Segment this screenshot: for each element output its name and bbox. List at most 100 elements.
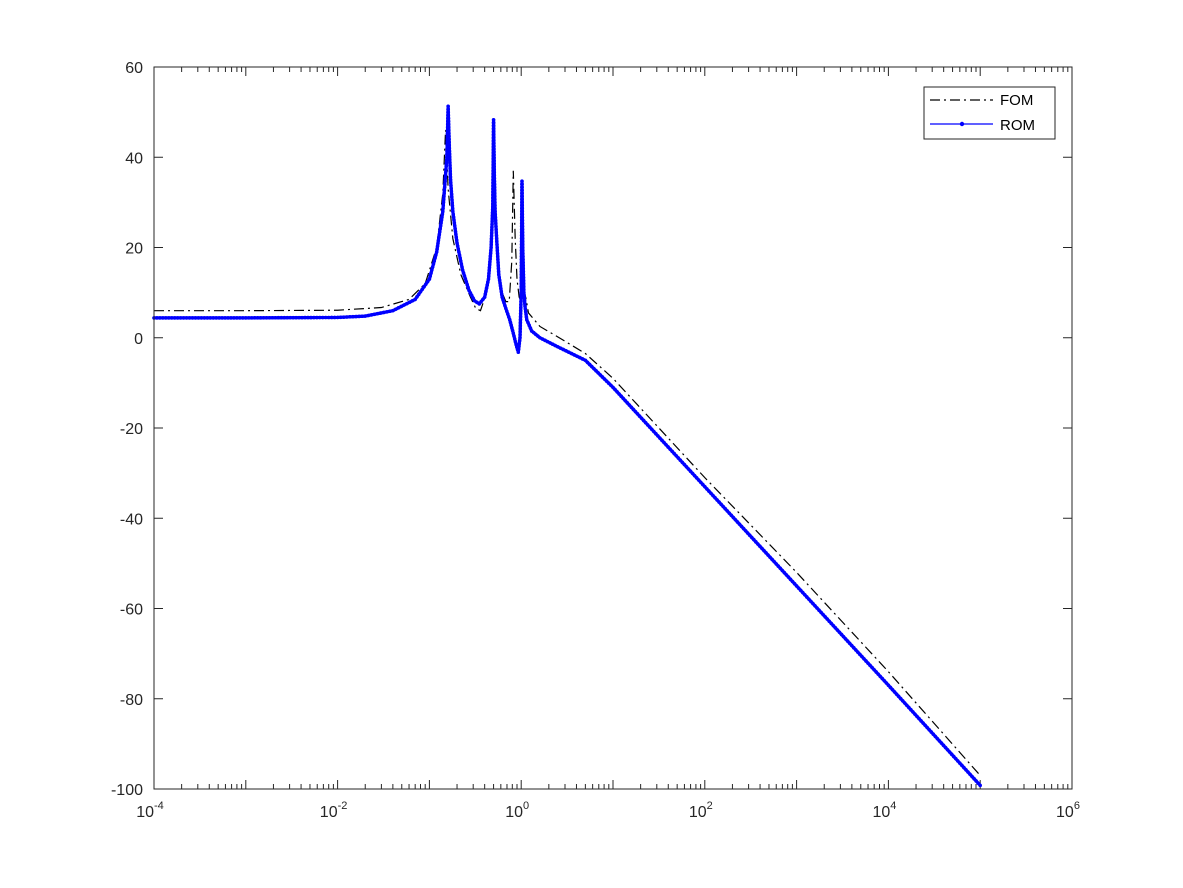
series-rom-point	[447, 140, 451, 145]
series-rom-point	[520, 233, 525, 238]
series-rom-point	[291, 315, 295, 320]
series-rom-point	[435, 244, 440, 249]
series-rom-point	[569, 351, 574, 356]
series-rom-point	[442, 185, 447, 190]
series-rom-point	[285, 315, 290, 320]
series-rom-point	[433, 256, 437, 260]
tick-marks	[153, 66, 1072, 790]
series-rom-point	[522, 287, 526, 292]
series-rom-point	[523, 307, 528, 311]
series-rom-point	[393, 307, 398, 312]
series-rom-point	[439, 221, 443, 225]
series-rom-point	[485, 283, 490, 287]
series-rom-point	[521, 251, 525, 256]
series-rom-point	[487, 271, 491, 276]
series-rom-point	[455, 241, 459, 245]
series-rom-point	[332, 315, 337, 320]
series-rom-point	[491, 129, 496, 134]
series-rom-point	[520, 239, 525, 244]
series-rom-point	[528, 326, 533, 330]
series-rom-point	[181, 316, 186, 320]
series-rom-point	[521, 254, 525, 259]
series-rom-point	[405, 301, 409, 306]
series-rom-point	[484, 289, 488, 293]
series-rom-point	[276, 315, 281, 320]
series-rom-point	[450, 200, 455, 205]
series-rom-point	[306, 315, 310, 320]
series-rom-point	[282, 315, 287, 320]
series-rom-point	[521, 281, 526, 286]
series-rom-point	[452, 223, 457, 228]
series-rom-point	[226, 316, 230, 320]
series-rom-point	[205, 316, 210, 320]
series-rom-point	[517, 344, 521, 349]
series-rom-point	[518, 335, 522, 340]
legend-box	[923, 86, 1056, 140]
series-rom-point	[502, 300, 506, 305]
series-rom-point	[449, 183, 453, 188]
series-rom-point	[495, 254, 500, 259]
series-rom-point	[519, 293, 523, 298]
series-rom-point	[490, 213, 495, 218]
series-rom-point	[488, 260, 492, 264]
series-rom-point	[451, 209, 455, 214]
series-rom-point	[384, 310, 389, 314]
series-rom-point	[448, 166, 452, 171]
series-rom-point	[443, 179, 447, 184]
series-rom-point	[446, 110, 451, 115]
series-rom-point	[520, 224, 525, 229]
series-rom-point	[232, 316, 236, 320]
series-rom-markers	[152, 104, 982, 788]
axes-frame	[153, 66, 1073, 790]
series-rom-point	[199, 316, 204, 320]
series-rom-point	[516, 350, 521, 354]
series-rom-point	[520, 197, 524, 202]
series-rom-point	[193, 316, 198, 320]
series-rom-point	[244, 316, 248, 320]
series-rom-point	[494, 236, 499, 241]
plot-area	[154, 67, 1072, 789]
series-rom-point	[454, 232, 458, 237]
y-tick-labels: 60 40 20 0 -20 -40 -60 -80 -100	[111, 60, 143, 799]
series-rom-point	[430, 268, 434, 272]
series-rom-point	[446, 113, 451, 118]
series-rom-point	[513, 339, 518, 344]
series-rom-point	[487, 265, 492, 270]
series-rom-point	[432, 259, 437, 263]
series-rom-point	[519, 305, 523, 310]
series-rom-point	[449, 192, 454, 196]
y-tick-label: -60	[120, 602, 143, 619]
series-rom-point	[381, 310, 386, 315]
series-rom-point	[495, 242, 499, 247]
series-rom-point	[520, 185, 524, 189]
series-rom-point	[490, 228, 494, 232]
series-rom-point	[465, 282, 469, 287]
series-rom-point	[425, 279, 430, 284]
series-rom-point	[492, 141, 496, 145]
series-rom-point	[518, 311, 523, 316]
y-tick-label: -20	[120, 421, 143, 438]
series-rom-point	[495, 251, 500, 256]
series-rom-point	[449, 189, 454, 194]
x-tick-label: 106	[1056, 800, 1080, 821]
series-rom-point	[499, 292, 504, 297]
series-rom-point	[489, 242, 494, 247]
x-tick-label: 104	[872, 800, 896, 821]
series-rom-point	[504, 306, 508, 311]
x-tick-label: 10-4	[136, 800, 164, 821]
series-rom-point	[351, 314, 355, 319]
series-rom-point	[369, 313, 374, 317]
series-rom-point	[424, 282, 428, 286]
series-rom-point	[522, 296, 527, 300]
series-rom-point	[460, 268, 465, 272]
y-tick-label: 20	[125, 241, 143, 258]
series-rom-point	[452, 221, 457, 225]
series-rom-point	[360, 314, 364, 319]
series-rom-point	[507, 317, 512, 322]
y-tick-label: -80	[120, 692, 143, 709]
series-rom-point	[447, 137, 451, 142]
series-rom-point	[442, 191, 446, 196]
series-rom-point	[410, 299, 415, 303]
series-rom-point	[457, 250, 461, 254]
series-rom-point	[520, 212, 525, 217]
